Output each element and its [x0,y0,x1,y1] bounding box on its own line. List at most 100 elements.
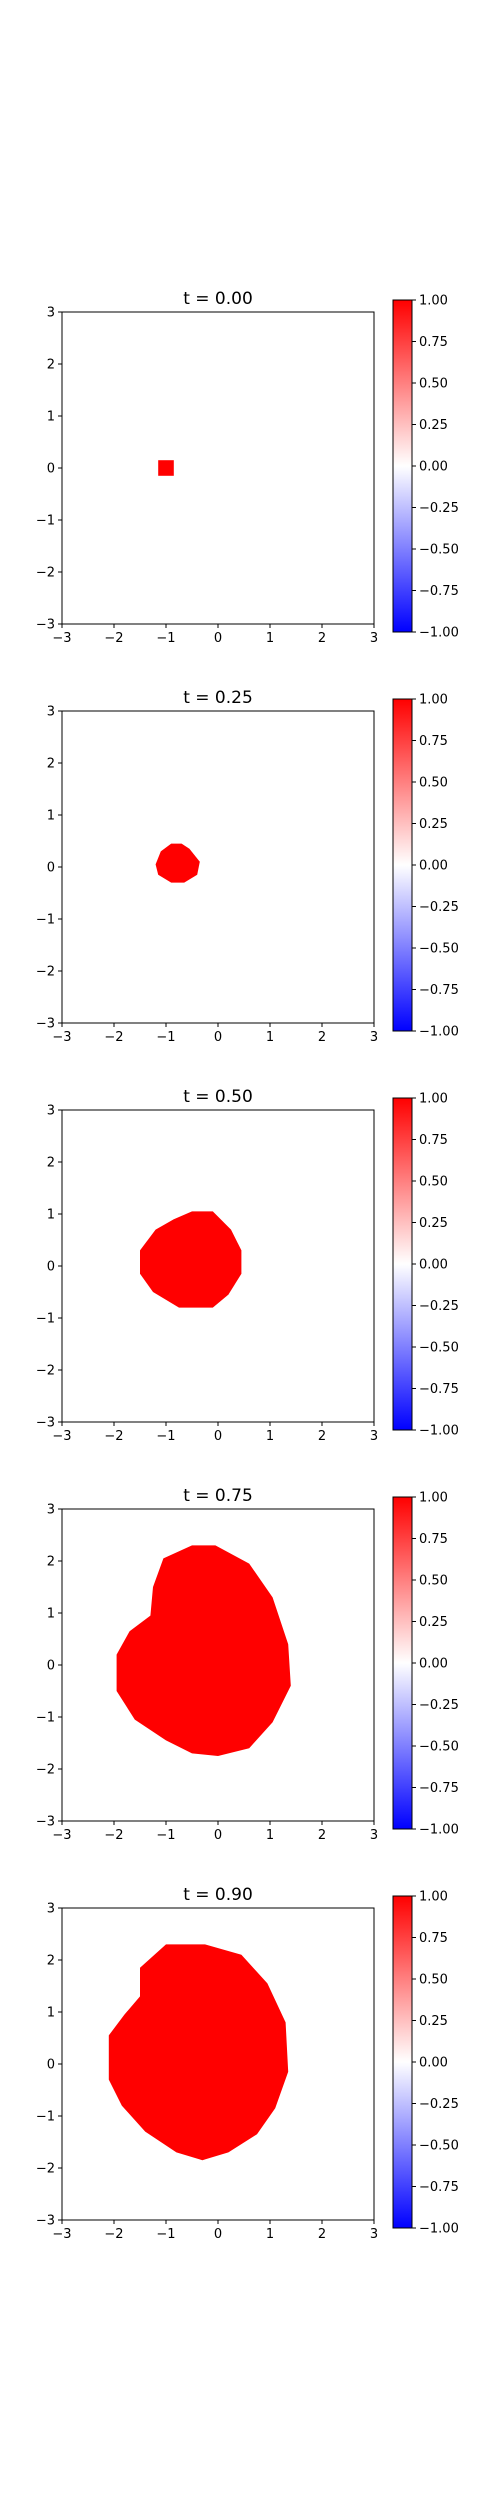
colorbar-tick-label: 0.00 [419,2056,448,2071]
y-tick-label: 2 [47,757,55,772]
colorbar-tick-label: −1.00 [419,1424,459,1439]
colorbar-tick-label: −0.75 [419,1781,459,1796]
colorbar [392,698,413,1032]
colorbar-tick-label: −0.50 [419,2139,459,2154]
heatmap-region [155,843,200,883]
y-tick-label: −2 [36,965,55,980]
x-tick-label: 2 [318,631,326,646]
subplot-title: t = 0.50 [183,1087,253,1107]
colorbar-tick-label: −0.75 [419,584,459,599]
colorbar-tick-label: 1.00 [419,1890,448,1905]
x-tick-label: 3 [370,1030,378,1045]
colorbar-tick-label: 0.00 [419,859,448,874]
colorbar-tick-label: 0.50 [419,1973,448,1988]
y-tick-label: −3 [36,618,55,633]
x-tick-label: 0 [214,1429,222,1444]
x-tick-label: −3 [52,1828,71,1843]
colorbar-tick-label: −1.00 [419,1823,459,1838]
subplot-title: t = 0.90 [183,1885,253,1905]
heatmap-region [140,1211,242,1308]
colorbar-tick-label: 1.00 [419,294,448,309]
y-tick-label: −2 [36,1763,55,1778]
colorbar [392,1895,413,2229]
colorbar-tick-label: −1.00 [419,626,459,641]
x-tick-label: 1 [266,1030,274,1045]
x-tick-label: −2 [104,1429,123,1444]
colorbar-tick-label: −0.50 [419,942,459,957]
subplot-stack: t = 0.00 −3 −2 −1 0 1 2 3 −3 −2 −1 0 1 2 3 1.00 0.75 0.50… [36,289,459,2242]
y-tick-label: −1 [36,2110,55,2125]
y-tick-label: 0 [47,1659,55,1674]
y-tick-label: −3 [36,2214,55,2229]
y-tick-label: −1 [36,1312,55,1327]
subplot-title: t = 0.00 [183,289,253,309]
y-tick-label: −2 [36,566,55,581]
colorbar-tick-label: 1.00 [419,1092,448,1107]
y-tick-label: 3 [47,1902,55,1917]
colorbar-tick-label: 0.50 [419,1175,448,1190]
y-tick-label: 1 [47,1208,55,1223]
y-tick-label: 2 [47,1156,55,1171]
colorbar-tick-label: 0.25 [419,1216,448,1231]
y-tick-label: 2 [47,1954,55,1969]
y-tick-label: −2 [36,1364,55,1379]
colorbar-tick-label: −1.00 [419,1025,459,1040]
y-tick-label: 2 [47,1555,55,1570]
x-tick-label: 2 [318,1030,326,1045]
x-tick-label: −1 [156,2227,175,2242]
y-tick-label: 3 [47,705,55,720]
colorbar-tick-label: −0.75 [419,1382,459,1397]
x-tick-label: −1 [156,1828,175,1843]
x-tick-label: 1 [266,2227,274,2242]
subplot-title: t = 0.25 [183,688,253,708]
y-tick-label: 2 [47,358,55,373]
x-tick-label: −2 [104,1828,123,1843]
y-tick-label: 0 [47,462,55,477]
colorbar-tick-label: 1.00 [419,1491,448,1506]
heatmap-background [62,312,374,624]
colorbar-tick-label: 0.25 [419,2014,448,2029]
colorbar-tick-label: −0.25 [419,1698,459,1713]
colorbar-tick-label: 0.00 [419,1657,448,1672]
x-tick-label: 0 [214,1030,222,1045]
y-tick-label: −2 [36,2162,55,2177]
y-tick-label: 0 [47,2058,55,2073]
x-tick-label: −2 [104,631,123,646]
subplot-panel: t = 0.25 −3 −2 −1 0 1 2 3 −3 −2 −1 0 1 2 3 1.00 0.75 0.50… [36,688,459,1045]
colorbar-tick-label: 0.75 [419,1931,448,1946]
colorbar-tick-label: 0.25 [419,418,448,433]
x-tick-label: 1 [266,1828,274,1843]
y-tick-label: 3 [47,306,55,321]
y-tick-label: −1 [36,913,55,928]
heatmap-region [158,460,174,476]
subplot-panel: t = 0.90 −3 −2 −1 0 1 2 3 −3 −2 −1 0 1 2 3 1.00 0.75 0.50… [36,1885,459,2242]
y-tick-label: 1 [47,2006,55,2021]
x-tick-label: 0 [214,1828,222,1843]
colorbar-tick-label: −0.50 [419,543,459,558]
x-tick-label: −1 [156,1030,175,1045]
y-tick-label: 0 [47,1260,55,1275]
y-tick-label: 1 [47,809,55,824]
x-tick-label: −2 [104,2227,123,2242]
x-tick-label: −3 [52,1429,71,1444]
x-tick-label: 2 [318,2227,326,2242]
colorbar-tick-label: 1.00 [419,693,448,708]
colorbar-tick-label: −1.00 [419,2222,459,2237]
colorbar-tick-label: −0.25 [419,1299,459,1314]
colorbar-tick-label: −0.25 [419,501,459,516]
colorbar-tick-label: 0.50 [419,776,448,791]
colorbar-tick-label: 0.25 [419,1615,448,1630]
x-tick-label: 3 [370,631,378,646]
colorbar-tick-label: 0.75 [419,734,448,749]
subplot-panel: t = 0.75 −3 −2 −1 0 1 2 3 −3 −2 −1 0 1 2 3 1.00 0.75 0.50… [36,1486,459,1843]
y-tick-label: −3 [36,1815,55,1830]
colorbar [392,299,413,633]
y-tick-label: −1 [36,514,55,529]
subplot-panel: t = 0.00 −3 −2 −1 0 1 2 3 −3 −2 −1 0 1 2 3 1.00 0.75 0.50… [36,289,459,646]
x-tick-label: 0 [214,2227,222,2242]
y-tick-label: 3 [47,1503,55,1518]
colorbar-tick-label: −0.75 [419,2180,459,2195]
colorbar-tick-label: −0.50 [419,1740,459,1755]
x-tick-label: 3 [370,1429,378,1444]
